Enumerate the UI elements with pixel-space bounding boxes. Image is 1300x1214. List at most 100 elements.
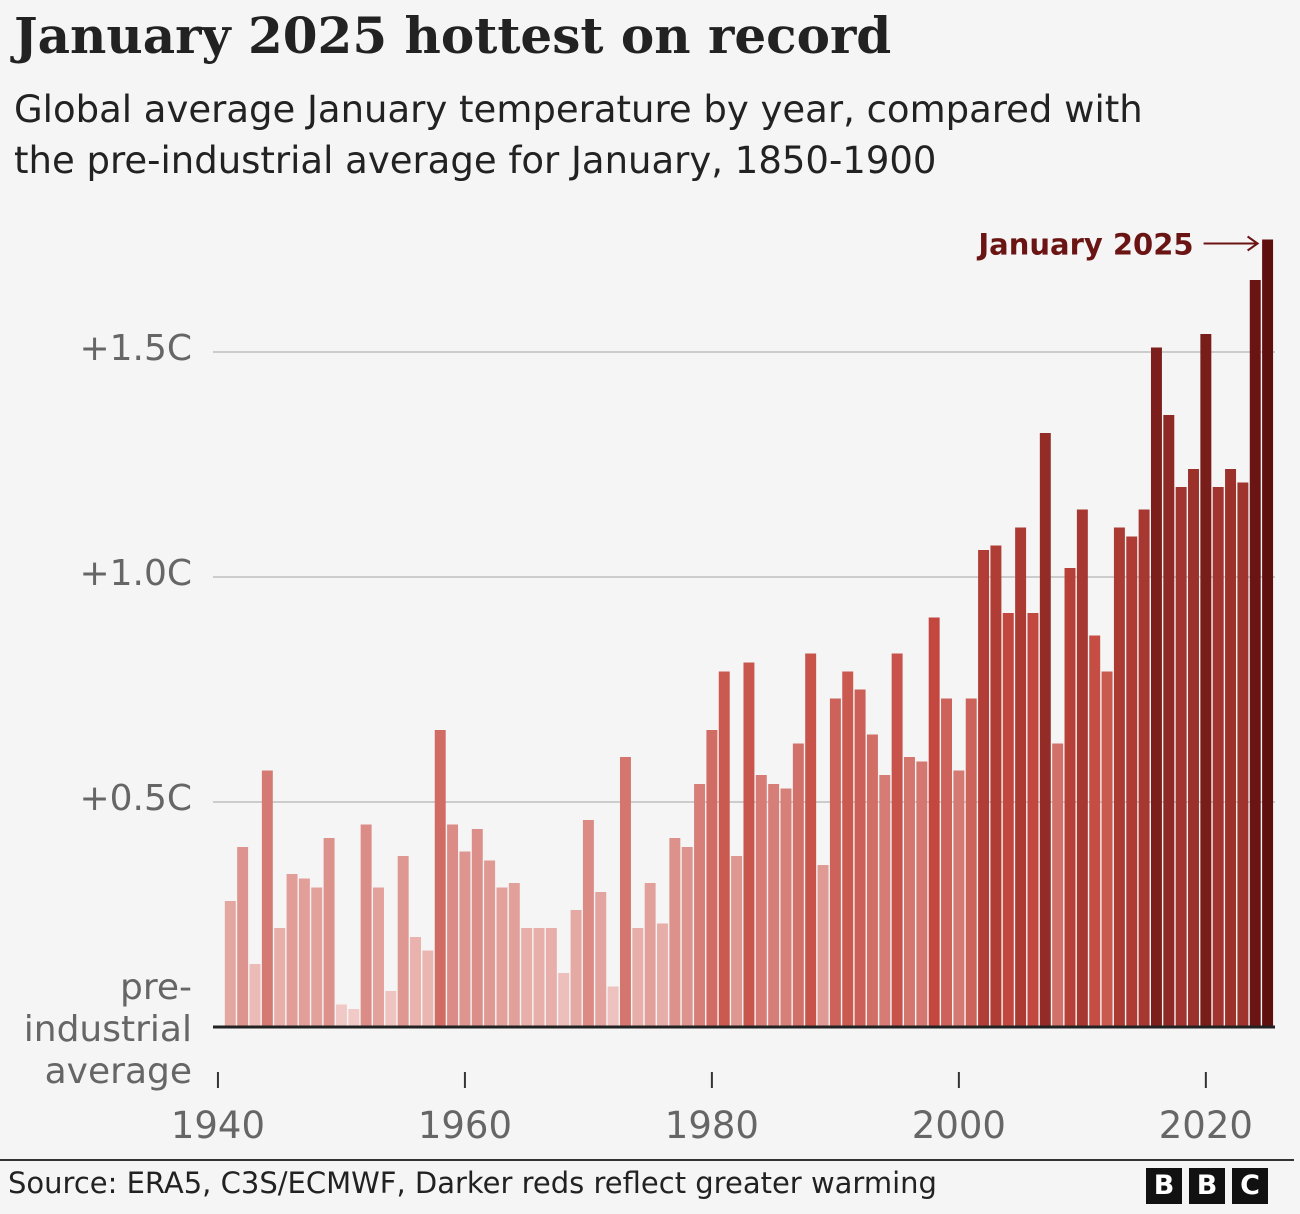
bar — [669, 838, 681, 1027]
bar — [1064, 568, 1076, 1027]
bar — [397, 856, 409, 1027]
bar — [657, 923, 668, 1027]
bar — [1249, 280, 1261, 1027]
bar — [990, 545, 1002, 1027]
bar — [854, 689, 866, 1027]
bar — [385, 991, 397, 1027]
bar — [1188, 469, 1199, 1027]
bar — [533, 928, 545, 1027]
bar — [1089, 635, 1101, 1027]
bar — [607, 986, 619, 1027]
bar — [471, 829, 483, 1027]
x-tick-label: 2020 — [1159, 1104, 1253, 1147]
bar — [829, 698, 841, 1027]
bar — [904, 757, 915, 1027]
bar — [1015, 527, 1027, 1027]
y-tick-label: +0.5C — [79, 778, 192, 819]
source: Source: ERA5, C3S/ECMWF, Darker reds ref… — [8, 1166, 937, 1200]
logo-letter: B — [1189, 1168, 1225, 1204]
bar — [274, 928, 286, 1027]
bar — [1225, 469, 1237, 1027]
y-tick-label: +1.0C — [79, 553, 192, 594]
bar — [953, 770, 965, 1027]
bar — [1138, 509, 1150, 1027]
bar — [928, 617, 940, 1027]
x-tick-label: 1940 — [171, 1104, 265, 1147]
bar — [731, 856, 743, 1027]
bar — [570, 910, 582, 1027]
x-tick-label: 1960 — [418, 1104, 512, 1147]
y-tick-label: +1.5C — [79, 328, 192, 369]
bar — [508, 883, 520, 1027]
bar — [360, 824, 372, 1027]
x-tick-label: 1980 — [665, 1104, 759, 1147]
bar — [224, 901, 236, 1027]
bar — [1113, 527, 1125, 1027]
chart-title: January 2025 hottest on record — [14, 6, 892, 65]
bar — [1101, 671, 1113, 1027]
bar — [718, 671, 730, 1027]
bar — [891, 653, 903, 1027]
bar — [1002, 613, 1014, 1027]
bar — [261, 770, 273, 1027]
bar — [1027, 613, 1039, 1027]
bar — [545, 928, 557, 1027]
bar — [694, 784, 706, 1027]
bar — [681, 847, 693, 1027]
bar — [521, 928, 533, 1027]
bar — [842, 671, 854, 1027]
bar — [805, 653, 817, 1027]
bar — [1262, 239, 1274, 1027]
bar — [558, 973, 570, 1027]
bar — [619, 757, 631, 1027]
bar — [1039, 433, 1051, 1027]
bar — [335, 1004, 347, 1027]
bar — [817, 865, 829, 1027]
bar — [1237, 482, 1249, 1027]
bar — [496, 887, 508, 1027]
bar — [422, 950, 434, 1027]
bar — [1052, 743, 1064, 1027]
bar — [410, 937, 421, 1027]
logo-letter: B — [1146, 1168, 1182, 1204]
bar — [792, 743, 804, 1027]
bar — [1126, 536, 1138, 1027]
chart-subtitle: Global average January temperature by ye… — [14, 88, 1143, 182]
bar — [706, 730, 718, 1027]
bar — [866, 734, 878, 1027]
bar — [941, 698, 952, 1027]
bar — [484, 860, 496, 1027]
bar — [755, 775, 767, 1027]
bar — [298, 878, 310, 1027]
bar — [978, 550, 990, 1027]
bar — [1076, 509, 1088, 1027]
bar — [237, 847, 249, 1027]
bar — [447, 824, 459, 1027]
bar — [879, 775, 891, 1027]
bar — [916, 761, 928, 1027]
bar — [644, 883, 656, 1027]
bar — [1200, 334, 1212, 1027]
x-tick-label: 2000 — [912, 1104, 1006, 1147]
logo-letter: C — [1232, 1168, 1268, 1204]
bar — [348, 1009, 360, 1027]
bar — [311, 887, 323, 1027]
bar — [743, 662, 755, 1027]
bar — [780, 788, 792, 1027]
bar — [632, 928, 644, 1027]
bar — [595, 892, 607, 1027]
bar — [1163, 415, 1175, 1027]
y-tick-label: pre-industrial average — [23, 967, 192, 1092]
bar — [434, 730, 446, 1027]
bar — [323, 838, 335, 1027]
annotation-arrow — [1203, 235, 1260, 252]
annotation: January 2025 — [976, 228, 1193, 262]
bar — [965, 698, 977, 1027]
bar — [459, 851, 471, 1027]
bar — [1150, 347, 1162, 1027]
bar — [249, 964, 261, 1027]
bar — [286, 874, 298, 1027]
bar — [768, 784, 780, 1027]
